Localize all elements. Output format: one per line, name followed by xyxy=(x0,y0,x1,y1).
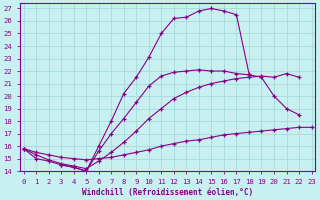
X-axis label: Windchill (Refroidissement éolien,°C): Windchill (Refroidissement éolien,°C) xyxy=(82,188,253,197)
